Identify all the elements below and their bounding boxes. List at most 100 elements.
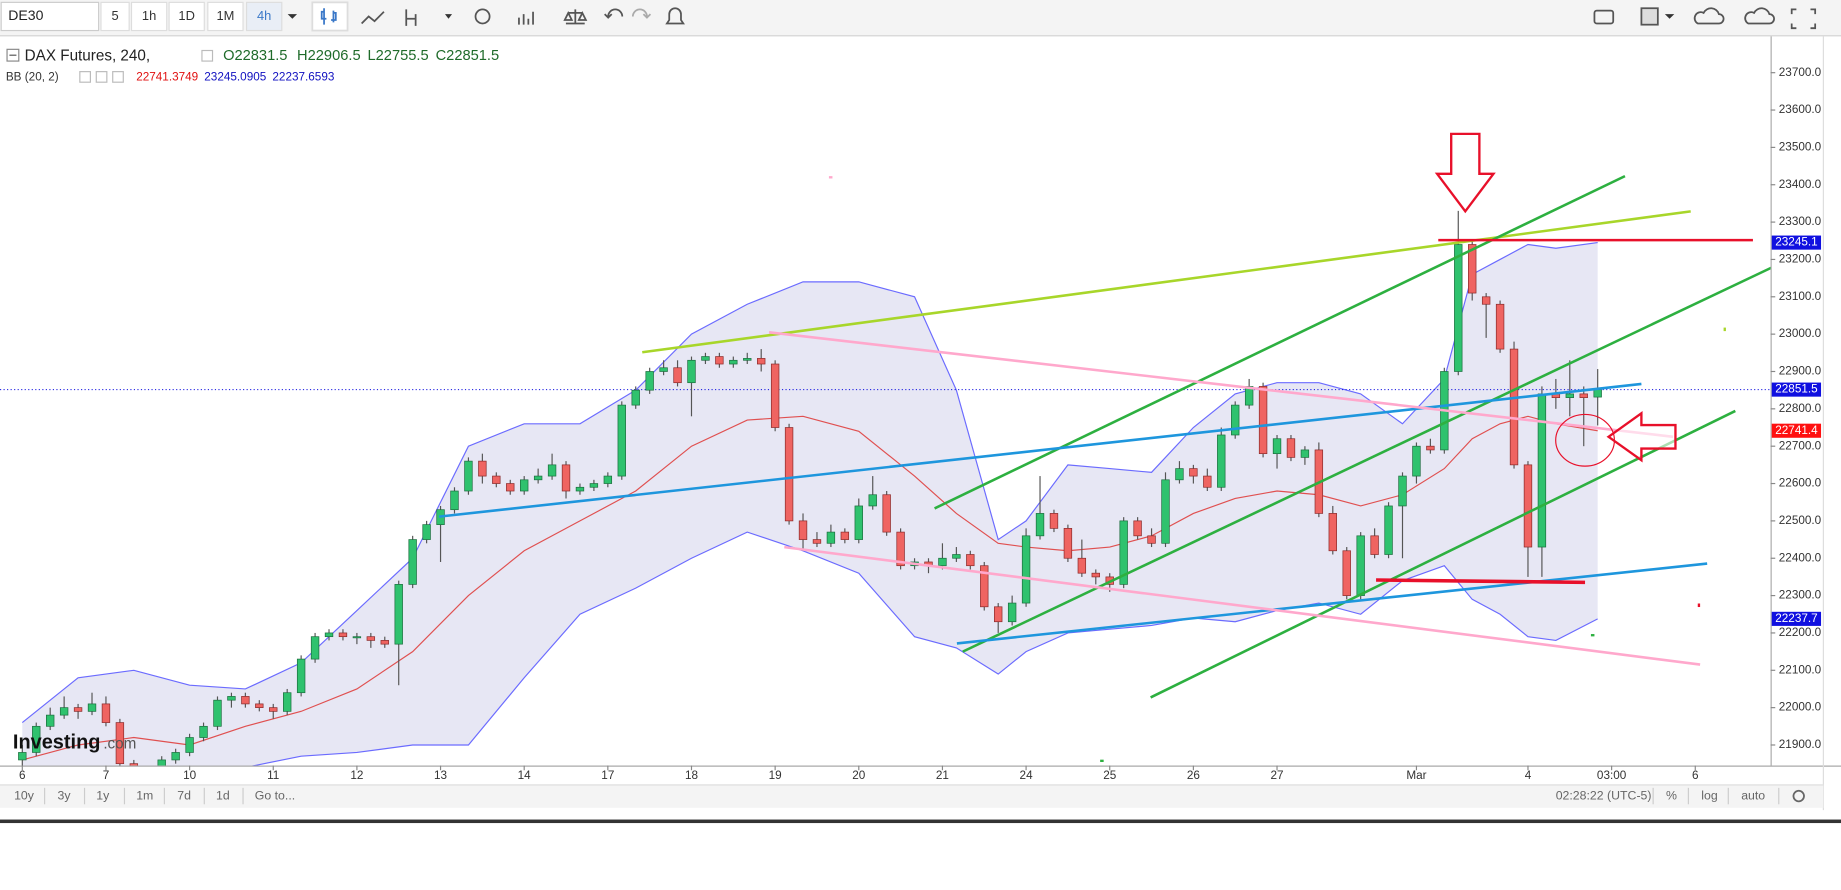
interval-button-active[interactable]	[245, 1, 283, 32]
tool-button[interactable]	[311, 1, 349, 32]
indicator-settings[interactable]	[79, 71, 91, 83]
alert-icon[interactable]	[665, 7, 685, 25]
settings-icon[interactable]	[474, 8, 491, 25]
candle-body	[352, 636, 362, 639]
symbol-box[interactable]	[0, 1, 100, 32]
candle-body	[1063, 528, 1073, 559]
candle-body	[1342, 550, 1351, 596]
x-tick-label: 12	[350, 769, 363, 782]
range-button[interactable]: 3y	[58, 788, 72, 802]
candle-body	[687, 359, 696, 384]
x-tick-label: 13	[434, 769, 448, 782]
auto-toggle[interactable]: auto	[1741, 788, 1765, 802]
range-bar	[0, 784, 1824, 808]
legend-settings[interactable]	[201, 49, 214, 62]
clock: 02:28:22 (UTC-5)	[1556, 788, 1652, 802]
candle-body	[171, 752, 180, 761]
interval[interactable]: 5	[111, 8, 118, 23]
interval-button[interactable]	[207, 1, 244, 32]
candle-body	[701, 356, 710, 361]
interval[interactable]: 1M	[216, 8, 234, 23]
interval[interactable]: 1D	[178, 8, 195, 23]
interval[interactable]: 1h	[142, 8, 156, 23]
candle-body	[854, 505, 863, 540]
goto-button[interactable]: Go to...	[255, 788, 295, 802]
candle-body	[868, 494, 877, 507]
dropdown-arrow[interactable]	[1664, 14, 1675, 19]
candle-body	[310, 636, 320, 660]
candle-body	[952, 554, 961, 559]
indicator-settings[interactable]	[95, 71, 108, 83]
range-button[interactable]: 1d	[216, 788, 230, 802]
candle-body	[1328, 513, 1337, 552]
candles-icon	[320, 8, 337, 25]
indicators-icon[interactable]	[518, 11, 534, 25]
watermark-suffix: .com	[103, 735, 136, 752]
candle-body	[659, 367, 668, 372]
range-button[interactable]: 10y	[14, 788, 35, 802]
candle-body	[645, 371, 654, 391]
candle-body	[1161, 479, 1170, 544]
candle-body	[1579, 393, 1588, 398]
y-tick-label: 22500.0	[1779, 514, 1822, 527]
price-tag-label: 22741.4	[1775, 424, 1818, 437]
candle-body	[450, 490, 459, 511]
candle-body	[798, 520, 808, 540]
symbol[interactable]: DE30	[8, 7, 43, 23]
range-button[interactable]: 7d	[177, 788, 191, 802]
compare-icon[interactable]	[563, 9, 588, 25]
redo-icon[interactable]	[631, 8, 652, 19]
candle-body	[1091, 572, 1100, 578]
range-button[interactable]: 1m	[136, 788, 153, 802]
price-tag	[1771, 423, 1822, 438]
candle-body	[743, 358, 752, 361]
candle-body	[589, 483, 599, 488]
candle-body	[1370, 535, 1379, 555]
candle-body	[506, 483, 515, 492]
candle-body	[673, 367, 682, 384]
indicator-remove[interactable]	[112, 71, 124, 83]
log-toggle[interactable]: log	[1701, 788, 1718, 802]
interval-button[interactable]	[130, 1, 168, 32]
instrument-name: DAX Futures, 240,	[25, 47, 150, 64]
x-tick-label: 26	[1187, 769, 1201, 782]
candle-body	[1119, 520, 1128, 585]
candle-body	[129, 763, 139, 766]
fullscreen-icon[interactable]	[1790, 8, 1817, 30]
marker	[1697, 603, 1701, 608]
candle-body	[1286, 438, 1296, 458]
candle-body	[492, 475, 501, 484]
camera-icon[interactable]	[1593, 9, 1615, 25]
candle-body	[213, 699, 222, 727]
cloud-upload-icon[interactable]	[1744, 7, 1775, 25]
candle-body	[366, 636, 376, 641]
candle-body	[1077, 557, 1087, 574]
y-tick-label: 22200.0	[1779, 626, 1822, 639]
candle-body	[1384, 505, 1393, 555]
x-tick-label: 03:00	[1597, 769, 1627, 782]
undo-icon[interactable]	[604, 8, 624, 19]
candle-body	[478, 460, 487, 477]
candle-body	[73, 707, 83, 712]
range-button[interactable]: 1y	[96, 788, 110, 802]
chart-settings[interactable]	[1792, 789, 1805, 803]
line-icon[interactable]	[361, 11, 385, 25]
interval[interactable]: 4h	[257, 8, 271, 23]
dropdown-arrow[interactable]	[444, 14, 453, 19]
cloud-download-icon[interactable]	[1693, 7, 1725, 25]
interval-button[interactable]	[100, 1, 130, 32]
watermark: Investing	[13, 731, 101, 753]
candle-body	[1133, 520, 1142, 537]
percent-toggle[interactable]: %	[1666, 788, 1677, 802]
price-tag	[1771, 611, 1822, 626]
interval-button[interactable]	[168, 1, 205, 32]
dropdown-arrow[interactable]	[287, 14, 298, 19]
range-separators	[44, 787, 1780, 805]
color-icon[interactable]	[1640, 7, 1659, 26]
price-tag	[1771, 235, 1822, 250]
candle-body	[575, 486, 585, 492]
candle-body	[1021, 535, 1031, 604]
candle-body	[1481, 296, 1491, 305]
bars-icon[interactable]	[405, 9, 417, 26]
